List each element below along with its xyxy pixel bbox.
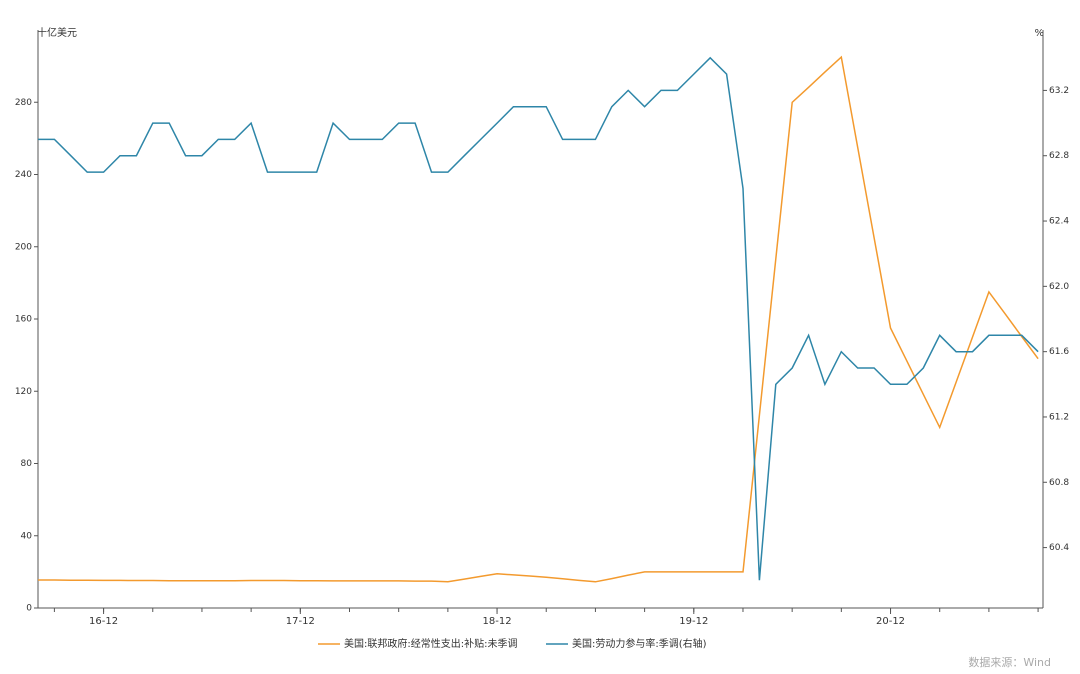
series-line [38,56,1039,581]
x-tick-label: 19-12 [679,616,708,627]
y2-tick-label: 63.2 [1049,86,1069,96]
series-line [38,55,1039,583]
legend-label: 美国:联邦政府:经常性支出:补贴:未季调 [344,637,517,650]
y2-tick-label: 62.0 [1049,282,1069,292]
x-tick-label: 17-12 [286,616,315,627]
y-tick-label: 240 [15,170,32,180]
y-axis-label: 十亿美元 [37,26,77,39]
legend-label: 美国:劳动力参与率:季调(右轴) [572,637,707,650]
y-tick-label: 280 [15,98,32,108]
x-tick-label: 20-12 [876,616,905,627]
y2-tick-label: 60.8 [1049,478,1069,488]
source: 数据来源：Wind [968,655,1051,669]
y-tick-label: 160 [15,315,32,325]
y-tick-label: 200 [15,242,32,252]
x-tick-label: 18-12 [483,616,512,627]
y-tick-label: 0 [26,604,32,614]
y2-axis-label: % [1034,28,1044,39]
y2-tick-label: 62.8 [1049,151,1069,161]
y2-tick-label: 62.4 [1049,217,1069,227]
y2-tick-label: 61.6 [1049,347,1069,357]
y-tick-label: 40 [21,531,33,541]
y-tick-label: 80 [21,459,33,469]
y-tick-label: 120 [15,387,32,397]
x-tick-label: 16-12 [89,616,118,627]
y2-tick-label: 60.4 [1049,543,1069,553]
y2-tick-label: 61.2 [1049,412,1069,422]
